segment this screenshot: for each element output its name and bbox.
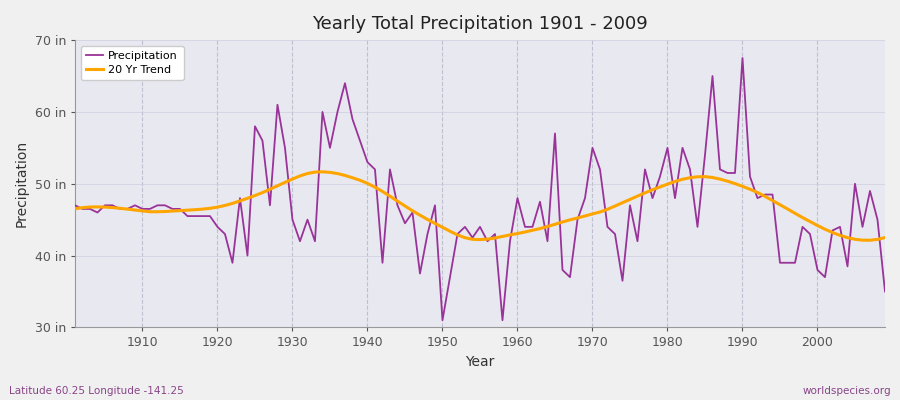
Text: Latitude 60.25 Longitude -141.25: Latitude 60.25 Longitude -141.25 [9,386,184,396]
Precipitation [737,56,748,60]
Precipitation [512,196,523,200]
Precipitation [609,232,620,236]
20 Yr Trend [879,235,890,240]
Legend: Precipitation, 20 Yr Trend: Precipitation, 20 Yr Trend [80,46,184,80]
20 Yr Trend [317,169,328,174]
20 Yr Trend [865,238,876,243]
20 Yr Trend [347,175,358,180]
Line: Precipitation: Precipitation [75,58,885,320]
20 Yr Trend [519,230,530,234]
20 Yr Trend [512,231,523,236]
Precipitation [519,224,530,229]
Precipitation [879,289,890,294]
Precipitation [437,318,448,323]
20 Yr Trend [69,206,80,211]
20 Yr Trend [294,174,305,178]
20 Yr Trend [609,204,620,208]
20 Yr Trend [130,208,140,212]
Precipitation [130,203,140,208]
Y-axis label: Precipitation: Precipitation [15,140,29,227]
Precipitation [69,203,80,208]
Precipitation [339,81,350,86]
Precipitation [294,239,305,244]
Line: 20 Yr Trend: 20 Yr Trend [75,172,885,240]
Text: worldspecies.org: worldspecies.org [803,386,891,396]
X-axis label: Year: Year [465,355,495,369]
Title: Yearly Total Precipitation 1901 - 2009: Yearly Total Precipitation 1901 - 2009 [312,15,648,33]
